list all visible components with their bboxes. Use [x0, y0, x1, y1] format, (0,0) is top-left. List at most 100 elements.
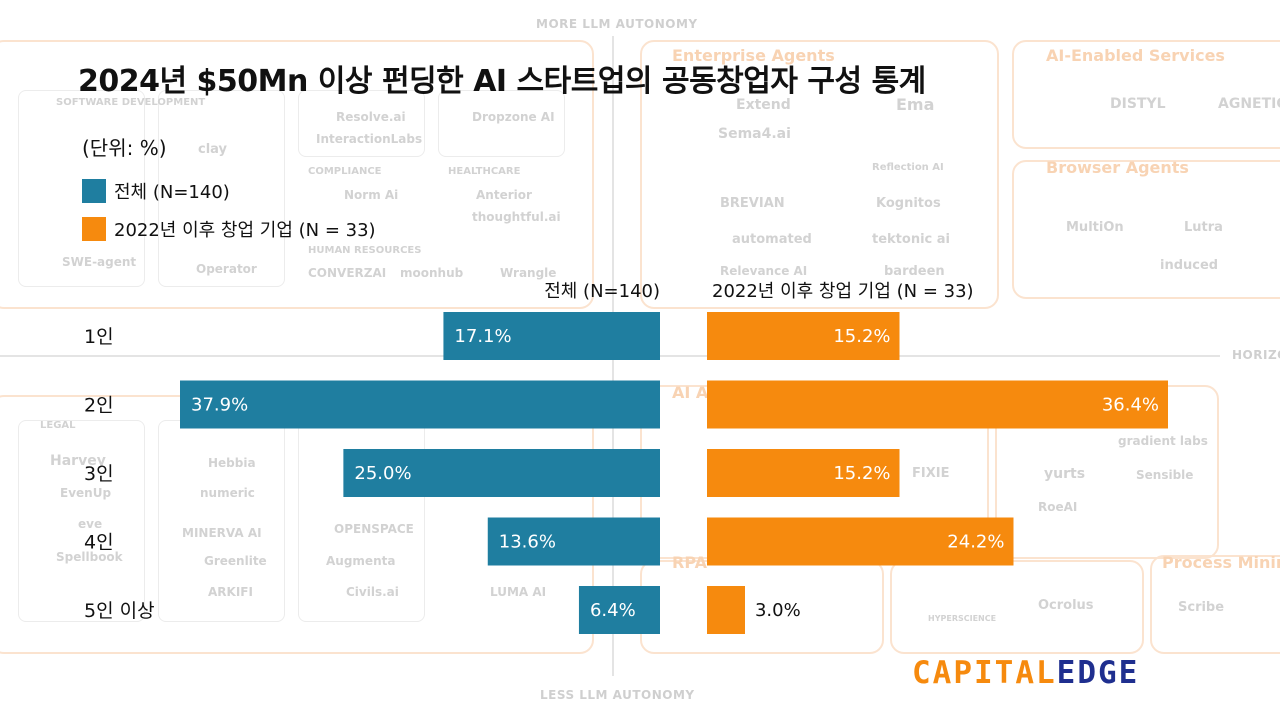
bg-logo: Spellbook: [56, 550, 123, 564]
bar-total: [443, 312, 660, 360]
bg-card: [18, 420, 145, 622]
bg-logo: BREVIAN: [720, 196, 785, 211]
bar-total: [487, 517, 660, 566]
bg-small-label: COMPLIANCE: [308, 166, 382, 177]
value-label-total: 13.6%: [499, 532, 556, 553]
bg-logo: Lutra: [1184, 220, 1223, 235]
category-label: 4인: [84, 532, 114, 554]
bg-small-label: LEGAL: [40, 420, 76, 431]
logo-part-capital: CAPITAL: [912, 655, 1057, 691]
category-label: 2인: [84, 395, 114, 417]
bg-axis-right: HORIZO: [1232, 348, 1280, 362]
bar-total: [180, 380, 660, 429]
bg-logo: Greenlite: [204, 554, 267, 568]
bg-logo: moonhub: [400, 266, 464, 280]
bg-logo: FIXIE: [912, 466, 950, 481]
bg-group-enterprise: [640, 40, 999, 309]
bg-small-label: HUMAN RESOURCES: [308, 245, 422, 256]
bg-logo: clay: [198, 142, 228, 157]
bg-logo: thoughtful.ai: [472, 210, 561, 224]
bg-logo: yurts: [1044, 466, 1086, 482]
capitaledge-logo: CAPITAL EDGE: [912, 655, 1139, 691]
unit-label: (단위: %): [82, 136, 167, 160]
legend-label-total: 전체 (N=140): [114, 182, 230, 203]
bg-logo: Ocrolus: [1038, 598, 1094, 613]
value-label-recent: 15.2%: [833, 326, 890, 347]
series-header-recent: 2022년 이후 창업 기업 (N = 33): [712, 281, 974, 302]
bg-heading: Browser Agents: [1046, 158, 1189, 177]
bar-total: [343, 449, 660, 497]
bg-card: [298, 90, 425, 157]
bg-logo: gradient labs: [1118, 434, 1208, 448]
bg-group-docs: [890, 560, 1144, 654]
category-label: 3인: [84, 463, 114, 485]
bg-logo: numeric: [200, 486, 255, 500]
value-label-recent: 24.2%: [947, 532, 1004, 553]
bg-logo: InteractionLabs: [316, 132, 423, 146]
bg-logo: Anterior: [476, 188, 532, 202]
bg-small-label: SOFTWARE DEVELOPMENT: [56, 97, 206, 108]
legend-item-total: 전체 (N=140): [82, 178, 230, 204]
bg-logo: Wrangle: [500, 266, 557, 280]
bar-recent: [707, 312, 900, 360]
bg-heading: Process Mining: [1162, 553, 1280, 572]
value-label-recent: 15.2%: [833, 463, 890, 484]
bg-logo: tektonic ai: [872, 232, 950, 247]
bg-logo: Civils.ai: [346, 585, 399, 599]
bar-recent: [707, 449, 900, 497]
series-header-total: 전체 (N=140): [544, 281, 660, 302]
bg-logo: SWE-agent: [62, 255, 137, 269]
bg-logo: LUMA AI: [490, 585, 547, 599]
legend-swatch-total: [82, 179, 106, 203]
bg-heading: AI-Enabled Services: [1046, 46, 1225, 65]
bg-logo: automated: [732, 232, 812, 247]
bar-recent: [707, 586, 745, 634]
bg-logo: MultiOn: [1066, 220, 1124, 235]
bg-logo: MINERVA AI: [182, 526, 262, 540]
bg-logo: DISTYL: [1110, 96, 1166, 112]
bg-heading: Enterprise Agents: [672, 46, 835, 65]
category-label: 1인: [84, 326, 114, 348]
bg-card: [18, 90, 145, 287]
bg-logo: ARKIFI: [208, 585, 253, 599]
bg-logo: bardeen: [884, 264, 945, 279]
bg-logo: Relevance AI: [720, 264, 808, 278]
bg-logo: Extend: [736, 97, 791, 113]
bar-recent: [707, 380, 1169, 429]
bg-logo: Kognitos: [876, 196, 941, 211]
bg-logo: Sema4.ai: [718, 126, 791, 142]
bg-logo: eve: [78, 517, 103, 531]
bg-group-services: [1012, 40, 1280, 149]
bg-logo: RoeAI: [1038, 500, 1078, 514]
bg-card: [158, 90, 285, 287]
legend-swatch-recent: [82, 217, 106, 241]
value-label-recent: 3.0%: [755, 600, 801, 621]
bg-logo: Reflection AI: [872, 162, 944, 173]
bg-group-top-left: [0, 40, 594, 309]
bg-logo: HYPERSCIENCE: [928, 614, 997, 623]
bg-logo: Operator: [196, 262, 257, 276]
value-label-total: 25.0%: [354, 463, 411, 484]
category-label: 5인 이상: [84, 600, 155, 622]
logo-part-edge: EDGE: [1056, 655, 1140, 691]
bg-logo: induced: [1160, 258, 1219, 273]
bg-logo: Hebbia: [208, 456, 256, 470]
bg-small-label: HEALTHCARE: [448, 166, 521, 177]
bg-axis-bottom: LESS LLM AUTONOMY: [540, 688, 695, 702]
bg-group-process: [1150, 555, 1280, 654]
bg-logo: Norm Ai: [344, 188, 399, 202]
bg-logo: Dropzone AI: [472, 110, 555, 124]
bg-card: [438, 90, 565, 157]
legend-item-recent: 2022년 이후 창업 기업 (N = 33): [82, 216, 376, 242]
bg-logo: Ema: [896, 95, 935, 114]
bg-logo: Augmenta: [326, 554, 396, 568]
chart-title: 2024년 $50Mn 이상 펀딩한 AI 스타트업의 공동창업자 구성 통계: [78, 64, 926, 99]
bg-logo: EvenUp: [60, 486, 112, 500]
bg-axis-top: MORE LLM AUTONOMY: [536, 17, 698, 31]
bg-logo: Harvey: [50, 453, 106, 469]
value-label-total: 6.4%: [590, 600, 636, 621]
bar-total: [578, 586, 660, 634]
bg-logo: Sensible: [1136, 468, 1194, 482]
value-label-recent: 36.4%: [1102, 395, 1159, 416]
